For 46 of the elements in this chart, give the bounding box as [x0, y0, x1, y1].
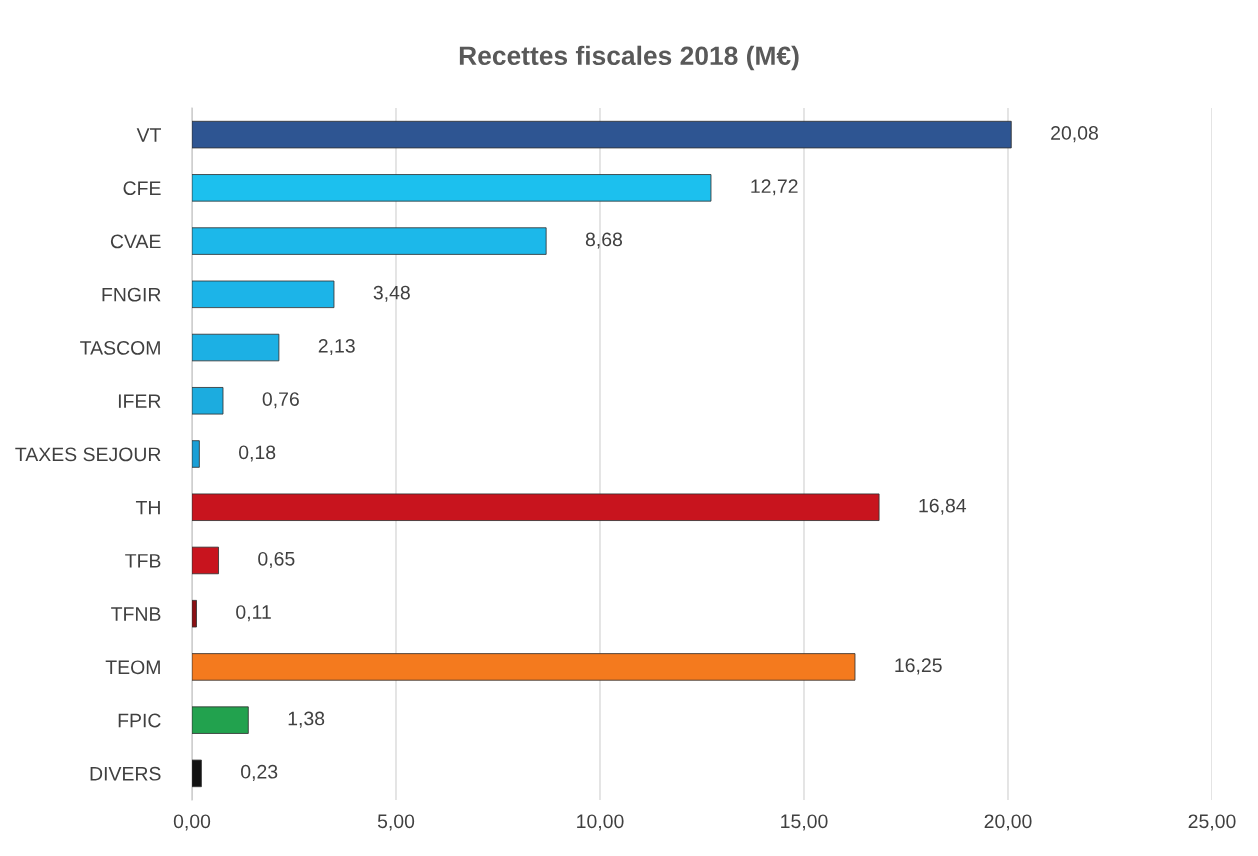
data-label: 3,48: [373, 285, 410, 302]
bar: [192, 599, 197, 628]
bar: [192, 706, 249, 734]
data-label: 1,38: [288, 711, 325, 728]
y-tick-label: FNGIR: [102, 287, 161, 302]
y-tick-label: CFE: [123, 181, 161, 196]
data-label: 0,18: [238, 445, 276, 462]
data-label: 20,08: [1051, 126, 1098, 143]
x-tick-label: 5,00: [377, 814, 415, 831]
y-tick-label: DIVERS: [90, 766, 161, 781]
y-tick-label: TH: [135, 500, 160, 515]
data-label: 8,68: [585, 232, 623, 249]
y-tick-label: CVAE: [110, 234, 161, 249]
data-label: 16,25: [895, 658, 942, 675]
bar: [192, 759, 202, 788]
x-tick-label: 0,00: [173, 814, 211, 831]
y-tick-label: TFNB: [111, 607, 161, 621]
data-label: 0,23: [241, 764, 278, 781]
bar: [192, 227, 547, 255]
bar: [192, 120, 1012, 149]
bar: [192, 546, 219, 575]
bar: [192, 493, 880, 521]
data-label: 2,13: [318, 338, 355, 356]
y-tick-label: VT: [136, 128, 161, 142]
bar: [192, 280, 335, 309]
chart-title: Recettes fiscales 2018 (M€): [459, 45, 799, 71]
bar: [192, 174, 712, 202]
bar: [192, 387, 224, 415]
y-tick-label: IFER: [118, 394, 161, 408]
y-tick-label: TAXES SEJOUR: [15, 447, 161, 462]
x-tick-label: 25,00: [1188, 814, 1236, 831]
y-tick-label: TFB: [125, 554, 161, 568]
data-label: 0,76: [262, 392, 299, 409]
y-tick-label: FPIC: [118, 713, 161, 728]
data-label: 12,72: [751, 179, 798, 196]
data-label: 0,11: [236, 605, 271, 622]
y-tick-label: TEOM: [105, 660, 160, 675]
bar: [192, 653, 856, 681]
x-tick-label: 20,00: [984, 814, 1032, 831]
data-label: 16,84: [919, 498, 967, 515]
x-tick-label: 10,00: [577, 814, 624, 831]
data-label: 0,65: [258, 551, 295, 568]
bar: [192, 440, 200, 468]
y-tick-label: TASCOM: [80, 341, 160, 355]
x-tick-label: 15,00: [781, 814, 828, 831]
bar: [192, 333, 280, 362]
